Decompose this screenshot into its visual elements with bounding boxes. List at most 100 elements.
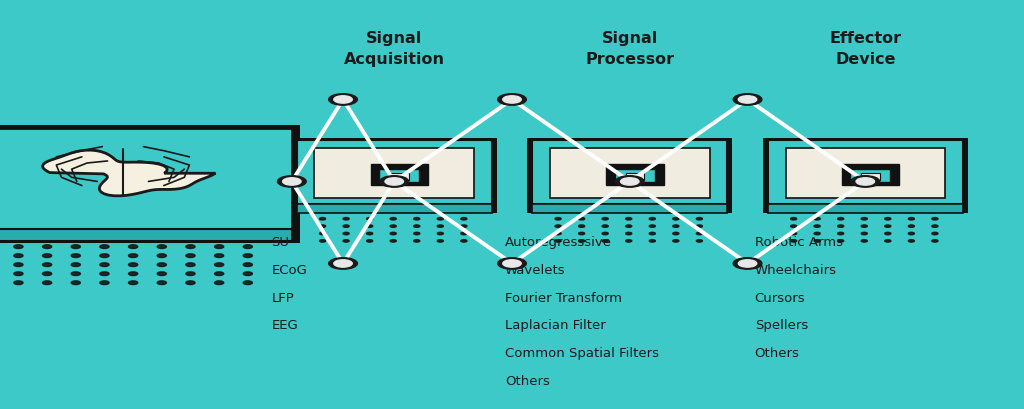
Circle shape [555, 211, 561, 213]
Circle shape [885, 225, 891, 228]
Polygon shape [768, 204, 963, 213]
Circle shape [649, 240, 655, 243]
Text: LFP: LFP [271, 291, 294, 304]
Circle shape [733, 94, 762, 106]
Circle shape [461, 240, 467, 243]
Text: ECoG: ECoG [271, 263, 307, 276]
Circle shape [186, 281, 195, 285]
Circle shape [414, 225, 420, 228]
Circle shape [602, 211, 608, 213]
Circle shape [99, 281, 109, 285]
Polygon shape [550, 148, 710, 199]
Circle shape [186, 245, 195, 249]
Circle shape [215, 254, 223, 258]
Circle shape [437, 240, 443, 243]
Polygon shape [614, 169, 655, 183]
Polygon shape [850, 169, 891, 183]
Circle shape [367, 233, 373, 235]
Circle shape [329, 94, 357, 106]
Circle shape [343, 225, 349, 228]
Circle shape [244, 272, 252, 276]
Text: Signal
Acquisition: Signal Acquisition [344, 31, 444, 67]
Circle shape [861, 233, 867, 235]
Circle shape [461, 225, 467, 228]
Circle shape [602, 233, 608, 235]
Circle shape [579, 240, 585, 243]
Circle shape [390, 218, 396, 220]
Polygon shape [297, 204, 492, 213]
Circle shape [856, 178, 874, 186]
Circle shape [696, 218, 702, 220]
Circle shape [129, 281, 137, 285]
Circle shape [615, 176, 644, 188]
Circle shape [838, 233, 844, 235]
Circle shape [626, 225, 632, 228]
Circle shape [215, 272, 223, 276]
Circle shape [278, 176, 306, 188]
Circle shape [626, 233, 632, 235]
Circle shape [579, 233, 585, 235]
Circle shape [42, 272, 51, 276]
Circle shape [503, 97, 521, 104]
Circle shape [244, 263, 252, 267]
Text: Common Spatial Filters: Common Spatial Filters [505, 346, 658, 360]
Circle shape [861, 240, 867, 243]
Polygon shape [606, 164, 664, 186]
Circle shape [696, 240, 702, 243]
Circle shape [129, 236, 137, 240]
Polygon shape [390, 174, 409, 180]
Circle shape [13, 281, 23, 285]
Circle shape [861, 218, 867, 220]
Circle shape [319, 225, 326, 228]
Circle shape [851, 176, 880, 188]
Circle shape [908, 240, 914, 243]
Circle shape [932, 218, 938, 220]
Circle shape [283, 178, 301, 186]
Circle shape [343, 240, 349, 243]
Circle shape [215, 263, 223, 267]
Circle shape [791, 218, 797, 220]
Circle shape [838, 211, 844, 213]
Circle shape [696, 233, 702, 235]
Circle shape [13, 272, 23, 276]
Circle shape [71, 254, 80, 258]
Circle shape [390, 240, 396, 243]
Circle shape [696, 225, 702, 228]
Circle shape [71, 236, 80, 240]
Circle shape [555, 240, 561, 243]
Circle shape [838, 218, 844, 220]
Circle shape [71, 281, 80, 285]
Polygon shape [0, 229, 292, 241]
Circle shape [649, 211, 655, 213]
Text: Signal
Processor: Signal Processor [585, 31, 675, 67]
Circle shape [319, 218, 326, 220]
Circle shape [503, 260, 521, 267]
Circle shape [215, 236, 223, 240]
Polygon shape [297, 141, 492, 204]
Text: SU: SU [271, 235, 290, 248]
Circle shape [579, 225, 585, 228]
Circle shape [885, 211, 891, 213]
Circle shape [908, 211, 914, 213]
Polygon shape [0, 129, 292, 229]
Circle shape [13, 236, 23, 240]
Circle shape [158, 254, 166, 258]
Circle shape [908, 233, 914, 235]
Circle shape [99, 263, 109, 267]
Circle shape [390, 225, 396, 228]
Circle shape [498, 94, 526, 106]
Circle shape [334, 260, 352, 267]
Circle shape [579, 218, 585, 220]
Text: Robotic Arms: Robotic Arms [755, 235, 843, 248]
Text: Others: Others [755, 346, 800, 360]
Circle shape [555, 218, 561, 220]
Circle shape [186, 263, 195, 267]
Circle shape [99, 254, 109, 258]
Text: EEG: EEG [271, 319, 298, 332]
Circle shape [71, 245, 80, 249]
Circle shape [129, 263, 137, 267]
Text: Cursors: Cursors [755, 291, 805, 304]
Circle shape [158, 272, 166, 276]
Circle shape [838, 225, 844, 228]
Circle shape [673, 225, 679, 228]
